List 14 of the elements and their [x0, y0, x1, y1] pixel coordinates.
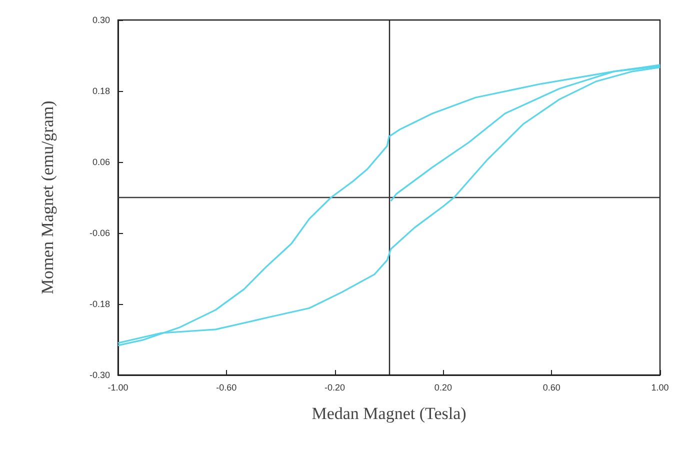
x-tick-label: -0.20	[324, 382, 346, 392]
y-axis-title: Momen Magnet (emu/gram)	[38, 100, 57, 294]
x-axis-title: Medan Magnet (Tesla)	[312, 404, 466, 423]
y-tick-label: 0.30	[92, 15, 110, 25]
x-tick-label: -1.00	[108, 382, 128, 392]
y-tick-label: 0.06	[92, 157, 110, 167]
y-tick-label: 0.18	[92, 86, 110, 96]
x-tick-label: -0.60	[216, 382, 237, 392]
x-tick-label: 0.20	[434, 382, 452, 392]
x-tick-label: 1.00	[651, 382, 669, 392]
y-tick-label: -0.06	[89, 228, 110, 238]
x-tick-label: 0.60	[542, 382, 560, 392]
y-tick-label: -0.18	[89, 299, 110, 309]
y-tick-label: -0.30	[89, 370, 110, 380]
